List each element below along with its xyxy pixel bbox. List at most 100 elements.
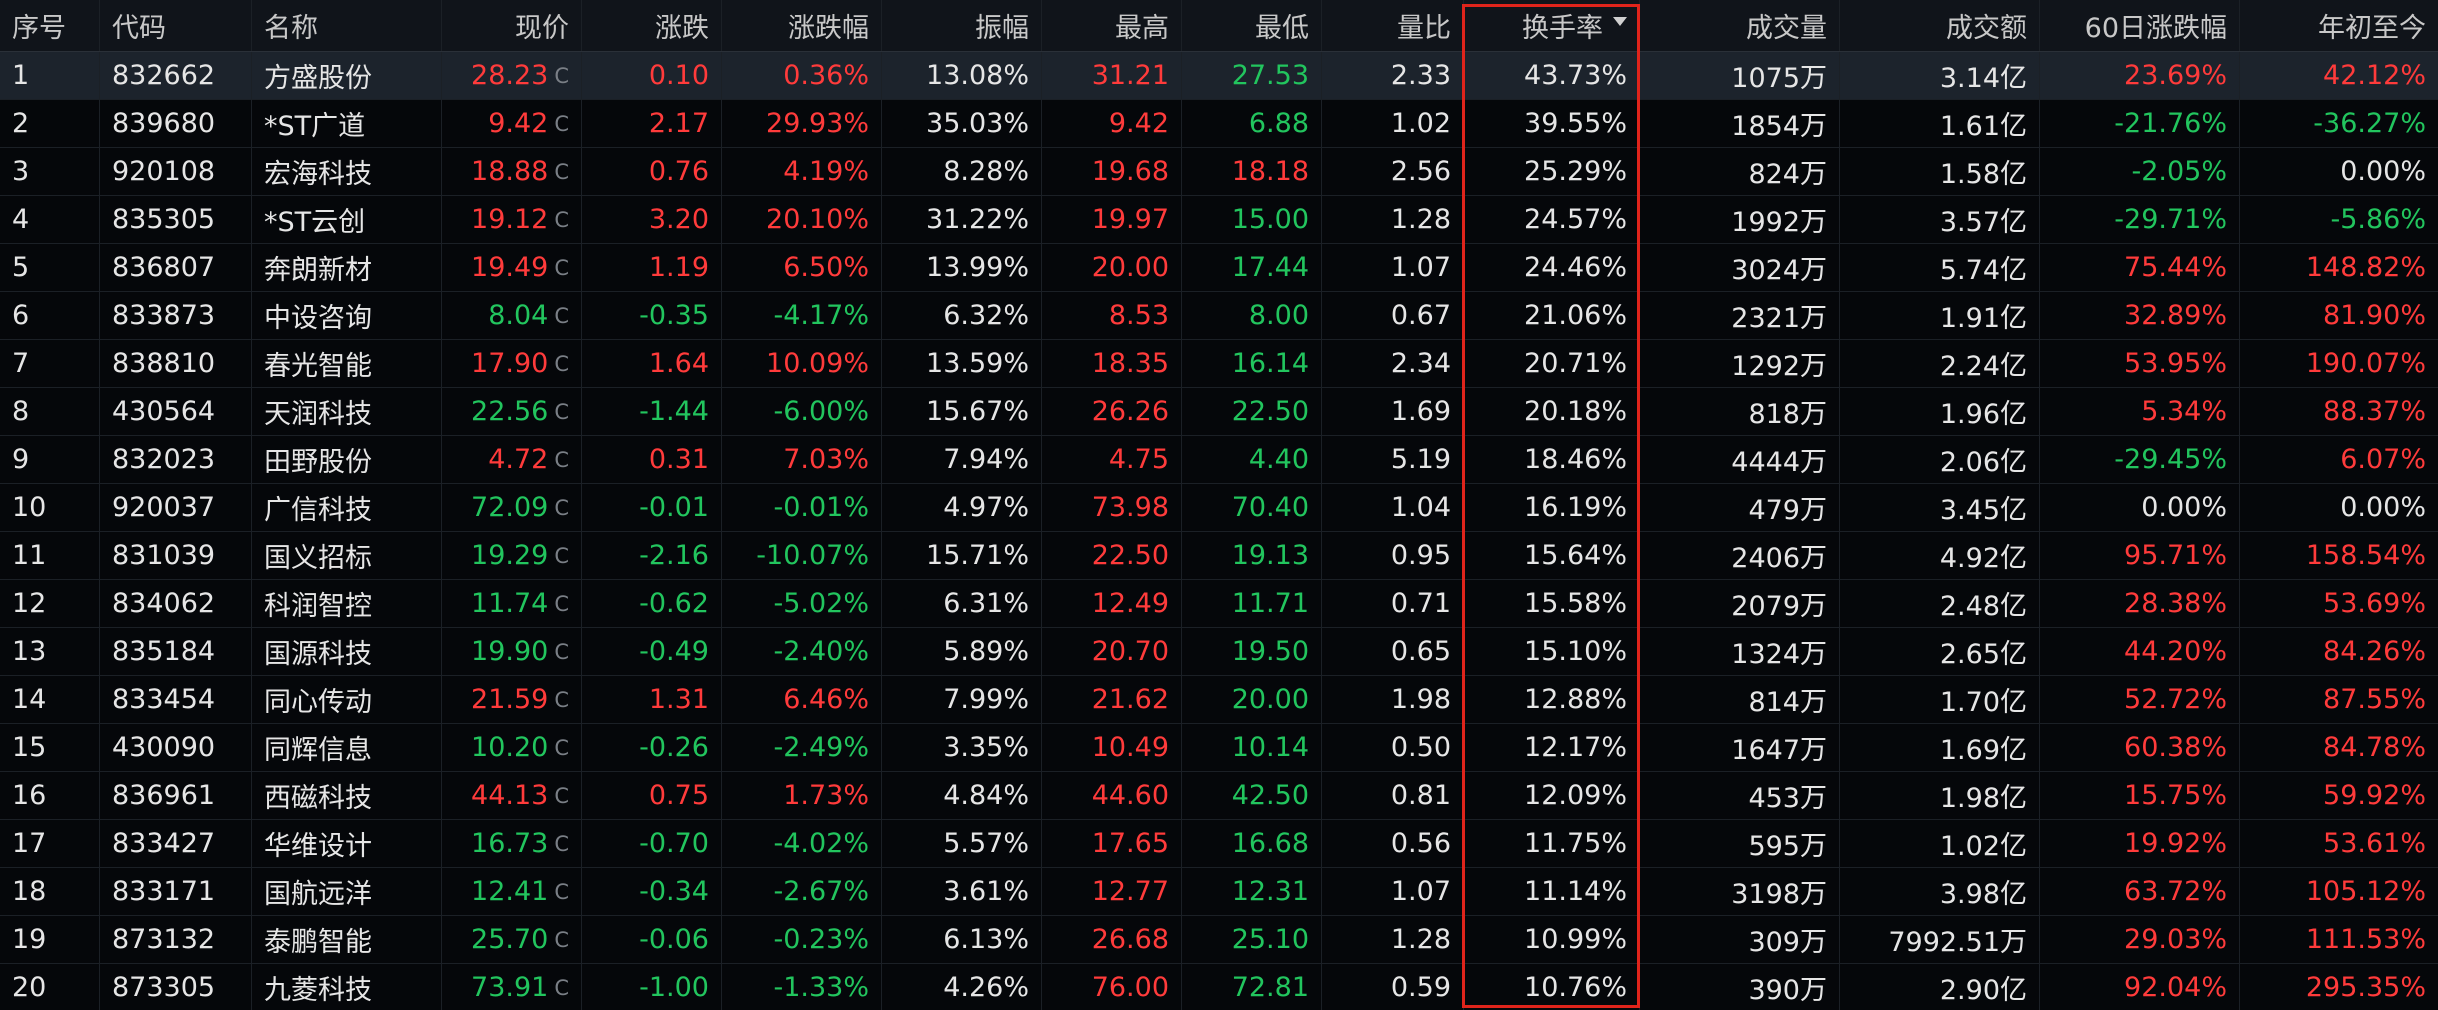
header-low[interactable]: 最低: [1182, 0, 1322, 51]
cell-volume: 2406万: [1640, 532, 1840, 579]
cell-volume: 1854万: [1640, 100, 1840, 147]
cell-pct: 20.10%: [722, 196, 882, 243]
cell-ytd: 295.35%: [2305, 972, 2426, 1003]
cell-amplitude: 5.89%: [882, 628, 1042, 675]
table-row[interactable]: 15 430090 同辉信息 10.20 C -0.26 -2.49% 3.35…: [0, 724, 2438, 772]
table-row[interactable]: 12 834062 科润智控 11.74 C -0.62 -5.02% 6.31…: [0, 580, 2438, 628]
cell-price: 19.29 C: [442, 532, 582, 579]
price-value: 19.29: [471, 540, 549, 571]
table-row[interactable]: 20 873305 九菱科技 73.91 C -1.00 -1.33% 4.26…: [0, 964, 2438, 1010]
cell-code: 833873: [100, 292, 252, 339]
cell-low: 22.50: [1182, 388, 1322, 435]
cell-low: 17.44: [1182, 244, 1322, 291]
header-change[interactable]: 涨跌: [582, 0, 722, 51]
header-pct[interactable]: 涨跌幅: [722, 0, 882, 51]
cell-name: 同辉信息: [252, 724, 442, 771]
cell-amplitude: 7.94%: [882, 436, 1042, 483]
header-amount[interactable]: 成交额: [1840, 0, 2040, 51]
cell-name: 同心传动: [252, 676, 442, 723]
header-high[interactable]: 最高: [1042, 0, 1182, 51]
cell-amplitude: 15.67%: [882, 388, 1042, 435]
cell-price: 44.13 C: [442, 772, 582, 819]
cell-pct: 29.93%: [722, 100, 882, 147]
price-value: 22.56: [471, 396, 549, 427]
header-ytd[interactable]: 年初至今: [2318, 13, 2426, 44]
cell-seq: 4: [0, 196, 100, 243]
cell-price: 25.70 C: [442, 916, 582, 963]
price-tag: C: [554, 783, 569, 808]
table-row[interactable]: 19 873132 泰鹏智能 25.70 C -0.06 -0.23% 6.13…: [0, 916, 2438, 964]
cell-vol-ratio: 1.07: [1322, 244, 1464, 291]
cell-price: 19.49 C: [442, 244, 582, 291]
header-price[interactable]: 现价: [442, 0, 582, 51]
table-row[interactable]: 10 920037 广信科技 72.09 C -0.01 -0.01% 4.97…: [0, 484, 2438, 532]
cell-ytd: 6.07%: [2340, 444, 2426, 475]
table-row[interactable]: 8 430564 天润科技 22.56 C -1.44 -6.00% 15.67…: [0, 388, 2438, 436]
header-seq[interactable]: 序号: [0, 0, 100, 51]
cell-amount: 1.61亿: [1840, 100, 2040, 147]
table-row[interactable]: 3 920108 宏海科技 18.88 C 0.76 4.19% 8.28% 1…: [0, 148, 2438, 196]
cell-ytd: -36.27%: [2313, 108, 2426, 139]
table-row[interactable]: 2 839680 *ST广道 9.42 C 2.17 29.93% 35.03%…: [0, 100, 2438, 148]
header-name[interactable]: 名称: [252, 0, 442, 51]
cell-change: -0.06: [582, 916, 722, 963]
price-tag: C: [554, 879, 569, 904]
table-row[interactable]: 4 835305 *ST云创 19.12 C 3.20 20.10% 31.22…: [0, 196, 2438, 244]
cell-price: 19.90 C: [442, 628, 582, 675]
header-code[interactable]: 代码: [100, 0, 252, 51]
cell-low: 27.53: [1182, 52, 1322, 99]
header-turnover[interactable]: 换手率: [1464, 0, 1640, 51]
header-vol-ratio[interactable]: 量比: [1322, 0, 1464, 51]
table-row[interactable]: 13 835184 国源科技 19.90 C -0.49 -2.40% 5.89…: [0, 628, 2438, 676]
cell-low: 19.13: [1182, 532, 1322, 579]
cell-price: 19.12 C: [442, 196, 582, 243]
table-row[interactable]: 5 836807 奔朗新材 19.49 C 1.19 6.50% 13.99% …: [0, 244, 2438, 292]
cell-pct: 10.09%: [722, 340, 882, 387]
table-header: 序号 代码 名称 现价 涨跌 涨跌幅 振幅 最高 最低 量比 换手率 成交量 成…: [0, 0, 2438, 52]
table-row[interactable]: 7 838810 春光智能 17.90 C 1.64 10.09% 13.59%…: [0, 340, 2438, 388]
cell-change-60d: 95.71%: [2040, 532, 2240, 579]
cell-price: 17.90 C: [442, 340, 582, 387]
table-row[interactable]: 18 833171 国航远洋 12.41 C -0.34 -2.67% 3.61…: [0, 868, 2438, 916]
table-row[interactable]: 6 833873 中设咨询 8.04 C -0.35 -4.17% 6.32% …: [0, 292, 2438, 340]
cell-seq: 1: [0, 52, 100, 99]
cell-turnover: 12.09%: [1464, 772, 1640, 819]
table-row[interactable]: 1 832662 方盛股份 28.23 C 0.10 0.36% 13.08% …: [0, 52, 2438, 100]
price-tag: C: [554, 831, 569, 856]
cell-code: 832662: [100, 52, 252, 99]
price-tag: C: [554, 303, 569, 328]
cell-turnover: 12.17%: [1464, 724, 1640, 771]
cell-name: 华维设计: [252, 820, 442, 867]
price-value: 17.90: [471, 348, 549, 379]
header-volume[interactable]: 成交量: [1640, 0, 1840, 51]
header-change-60d[interactable]: 60日涨跌幅: [2040, 0, 2240, 51]
table-row[interactable]: 14 833454 同心传动 21.59 C 1.31 6.46% 7.99% …: [0, 676, 2438, 724]
table-row[interactable]: 11 831039 国义招标 19.29 C -2.16 -10.07% 15.…: [0, 532, 2438, 580]
cell-code: 835184: [100, 628, 252, 675]
cell-vol-ratio: 5.19: [1322, 436, 1464, 483]
cell-turnover: 15.64%: [1464, 532, 1640, 579]
cell-high: 18.35: [1042, 340, 1182, 387]
cell-low: 70.40: [1182, 484, 1322, 531]
cell-name: 奔朗新材: [252, 244, 442, 291]
cell-vol-ratio: 1.02: [1322, 100, 1464, 147]
cell-name: 科润智控: [252, 580, 442, 627]
cell-pct: -0.01%: [722, 484, 882, 531]
price-value: 11.74: [471, 588, 549, 619]
cell-vol-ratio: 1.98: [1322, 676, 1464, 723]
cell-seq: 7: [0, 340, 100, 387]
cell-change: 0.76: [582, 148, 722, 195]
table-row[interactable]: 9 832023 田野股份 4.72 C 0.31 7.03% 7.94% 4.…: [0, 436, 2438, 484]
table-row[interactable]: 17 833427 华维设计 16.73 C -0.70 -4.02% 5.57…: [0, 820, 2438, 868]
cell-change: -0.62: [582, 580, 722, 627]
cell-turnover: 11.75%: [1464, 820, 1640, 867]
cell-high: 22.50: [1042, 532, 1182, 579]
table-row[interactable]: 16 836961 西磁科技 44.13 C 0.75 1.73% 4.84% …: [0, 772, 2438, 820]
cell-seq: 6: [0, 292, 100, 339]
cell-price: 11.74 C: [442, 580, 582, 627]
cell-amplitude: 31.22%: [882, 196, 1042, 243]
cell-low: 8.00: [1182, 292, 1322, 339]
header-amplitude[interactable]: 振幅: [882, 0, 1042, 51]
cell-high: 21.62: [1042, 676, 1182, 723]
cell-amplitude: 6.31%: [882, 580, 1042, 627]
